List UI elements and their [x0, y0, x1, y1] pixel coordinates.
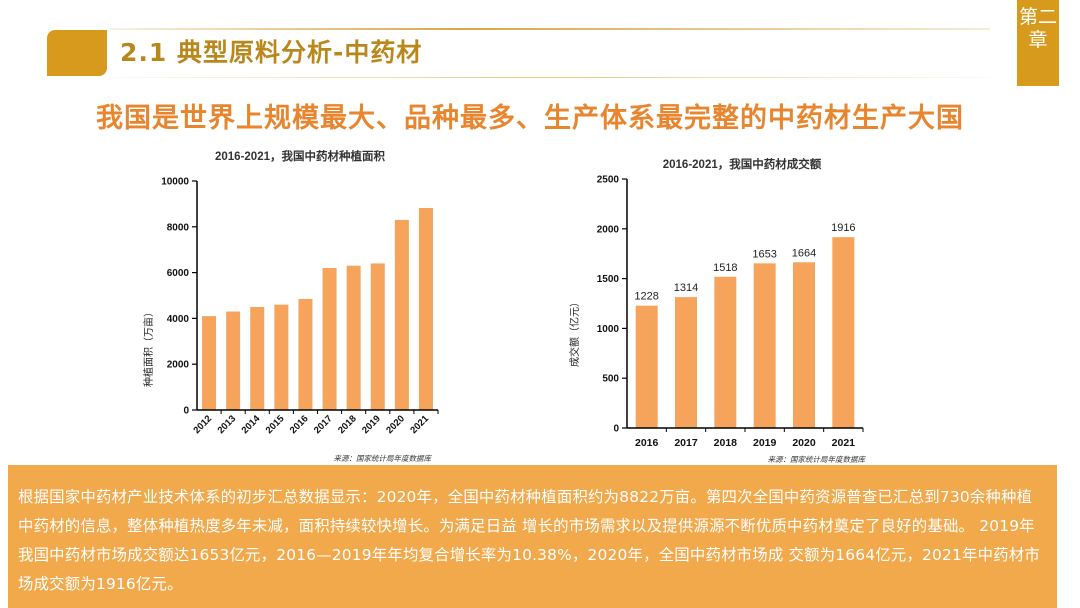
y-tick-label: 500 [602, 374, 619, 385]
bar-2013 [226, 311, 241, 410]
y-tick-label: 8000 [167, 222, 190, 233]
source-note: 来源：国家统计局年度数据库 [768, 455, 867, 464]
x-tick-label: 2021 [832, 437, 856, 449]
header-rule-lower [110, 77, 990, 78]
x-tick-label: 2016 [635, 437, 659, 449]
bar-2019 [370, 263, 385, 410]
bar-2020 [793, 262, 815, 428]
bar-2021 [418, 207, 433, 410]
y-tick-label: 1500 [597, 274, 620, 285]
bar-2014 [250, 306, 265, 410]
header-rule [110, 28, 990, 30]
y-tick-label: 0 [183, 406, 189, 417]
bar-2016 [635, 305, 658, 428]
data-label-2017: 1314 [674, 282, 698, 294]
x-tick-label: 2019 [360, 413, 383, 436]
bar-2021 [832, 237, 855, 428]
bar-2016 [298, 298, 313, 410]
summary-paragraph: 根据国家中药材产业技术体系的初步汇总数据显示：2020年，全国中药材种植面积约为… [18, 488, 1040, 593]
source-note: 来源：国家统计局年度数据库 [334, 454, 433, 463]
data-label-2019: 1653 [752, 248, 776, 260]
x-tick-label: 2012 [191, 413, 214, 436]
x-tick-label: 2015 [264, 413, 287, 436]
y-axis-label: 成交额（亿元） [568, 297, 581, 367]
y-tick-label: 6000 [167, 268, 190, 279]
summary-panel: 根据国家中药材产业技术体系的初步汇总数据显示：2020年，全国中药材种植面积约为… [8, 465, 1057, 608]
area-chart: 2016-2021，我国中药材种植面积 种植面积（万亩） 0 2000 4000 60… [142, 149, 439, 463]
x-tick-label: 2017 [674, 437, 698, 449]
sales-chart: 2016-2021，我国中药材成交额 成交额（亿元） 0 500 1000 1500 2… [568, 157, 867, 464]
x-tick-label: 2019 [753, 437, 777, 449]
section-title: 2.1 典型原料分析-中药材 [120, 38, 423, 67]
x-tick-label: 2017 [312, 413, 335, 436]
y-tick-label: 2000 [597, 224, 620, 235]
y-axis-label: 种植面积（万亩） [142, 307, 155, 387]
bar-2012 [202, 316, 217, 410]
chart-title: 2016-2021，我国中药材种植面积 [215, 149, 385, 163]
y-tick-label: 2000 [167, 360, 190, 371]
bar-2020 [394, 219, 409, 410]
bar-2018 [346, 265, 361, 410]
x-tick-label: 2013 [216, 413, 239, 436]
x-tick-label: 2014 [240, 413, 263, 436]
bar-2018 [714, 276, 737, 428]
x-tick-label: 2020 [384, 413, 407, 436]
y-tick-label: 10000 [161, 177, 189, 188]
chapter-tab: 第二章 [1017, 0, 1059, 86]
bar-2017 [322, 268, 337, 410]
x-tick-label: 2020 [792, 437, 816, 449]
data-label-2018: 1518 [713, 262, 737, 274]
bar-2017 [675, 297, 697, 428]
y-tick-label: 2500 [597, 175, 620, 186]
bar-2019 [753, 263, 776, 428]
bar-2015 [274, 304, 289, 410]
y-tick-label: 1000 [597, 324, 620, 335]
x-tick-label: 2021 [408, 413, 431, 436]
y-tick-label: 0 [613, 424, 619, 435]
x-tick-label: 2016 [288, 413, 311, 436]
headline: 我国是世界上规模最大、品种最多、生产体系最完整的中药材生产大国 [96, 103, 964, 134]
x-tick-label: 2018 [714, 437, 738, 449]
data-label-2020: 1664 [792, 247, 816, 259]
y-tick-label: 4000 [167, 314, 190, 325]
data-label-2021: 1916 [831, 222, 855, 234]
header-accent-block [47, 30, 107, 76]
data-label-2016: 1228 [634, 291, 658, 303]
chart-title: 2016-2021，我国中药材成交额 [663, 157, 822, 171]
x-tick-label: 2018 [336, 413, 359, 436]
